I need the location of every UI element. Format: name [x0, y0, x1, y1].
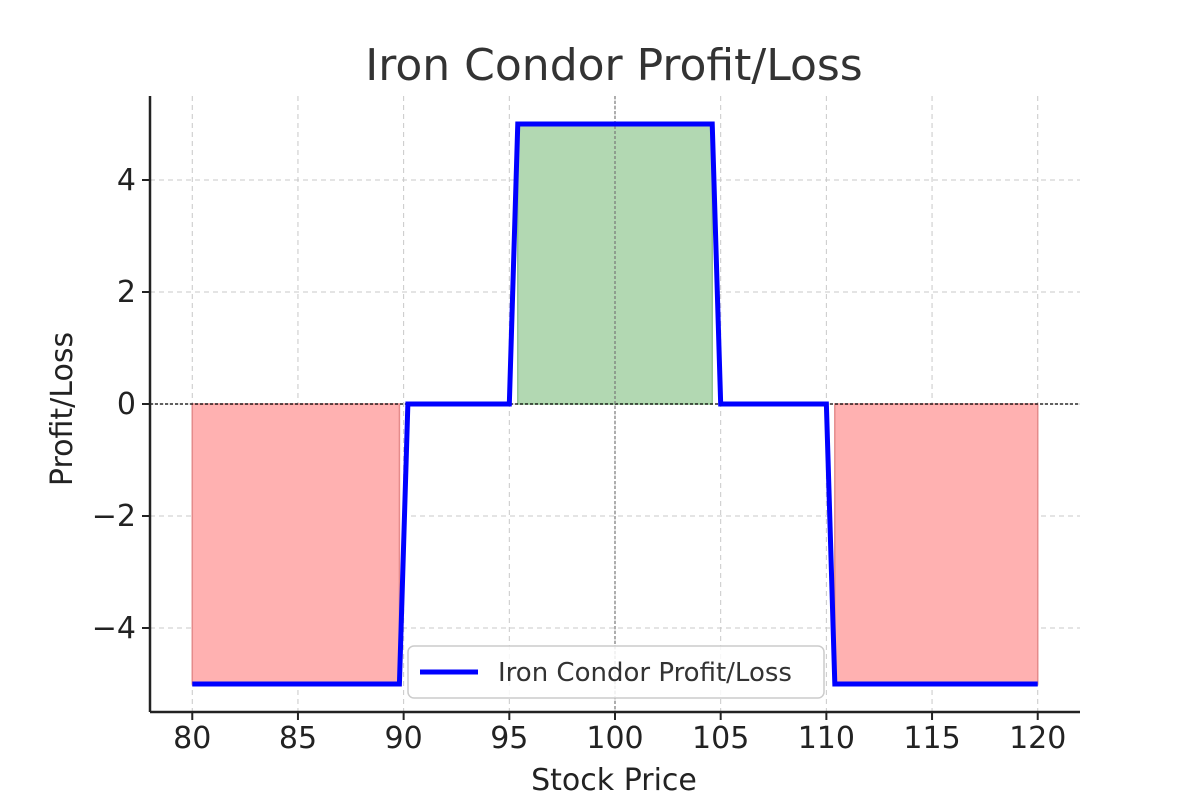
x-tick-label-2: 90 [385, 721, 423, 756]
series-line-0 [192, 121, 1038, 687]
y-tick-label-1: −2 [92, 499, 136, 534]
x-tick-label-0: 80 [173, 721, 211, 756]
x-tick-label-3: 95 [490, 721, 528, 756]
legend-box [407, 645, 825, 699]
y-tick-label-0: −4 [92, 611, 136, 646]
legend: Iron Condor Profit/Loss [407, 645, 825, 699]
x-tick-label-7: 115 [903, 721, 960, 756]
x-tick-label-4: 100 [586, 721, 643, 756]
y-tick-label-2: 0 [117, 387, 136, 422]
x-tick-label-5: 105 [692, 721, 749, 756]
loss-region-0 [191, 403, 401, 685]
chart-title: Iron Condor Profit/Loss [365, 40, 862, 91]
loss-region-1 [834, 403, 1039, 685]
y-tick-label-4: 4 [117, 163, 136, 198]
y-tick-label-3: 2 [117, 275, 136, 310]
x-axis-label: Stock Price [531, 763, 697, 798]
legend-label-0: Iron Condor Profit/Loss [498, 658, 792, 688]
x-tick-label-6: 110 [798, 721, 855, 756]
y-axis-label: Profit/Loss [45, 332, 80, 486]
x-tick-label-1: 85 [279, 721, 317, 756]
x-tick-label-8: 120 [1009, 721, 1066, 756]
